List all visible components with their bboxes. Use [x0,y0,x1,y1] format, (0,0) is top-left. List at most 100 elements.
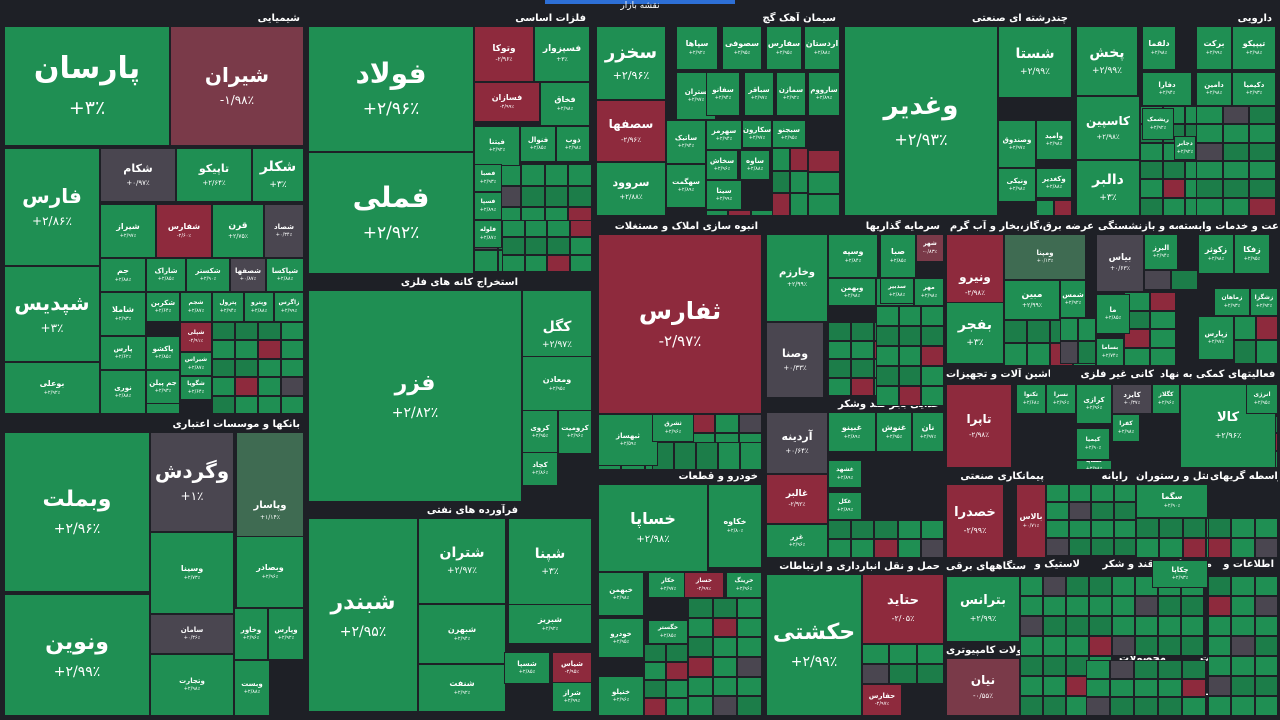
stock-tile[interactable]: شستا +۲/۹۹٪ [998,26,1072,98]
stock-tile-minor[interactable] [790,193,808,216]
stock-tile[interactable]: سارووم +۲/۸۹٪ [808,72,840,116]
stock-tile[interactable]: فخاق +۲/۹۸٪ [540,82,590,126]
stock-tile[interactable]: زاگرس +۲/۹۹٪ [274,292,304,322]
stock-tile-minor[interactable] [696,442,718,470]
stock-tile[interactable]: بوعلی +۲/۹۲٪ [4,362,100,414]
stock-tile-minor[interactable] [212,377,235,396]
stock-tile-minor[interactable] [1140,197,1163,216]
stock-tile-minor[interactable] [851,377,875,396]
stock-tile[interactable]: شفارس -۲/۶۰٪ [156,204,212,258]
stock-tile-minor[interactable] [1112,636,1135,656]
stock-tile[interactable]: ساتیک +۲/۹۴٪ [666,120,706,164]
stock-tile[interactable]: خصدرا -۲/۹۹٪ [946,484,1004,558]
stock-tile[interactable]: غشهد +۲/۸۹٪ [828,460,862,488]
stock-tile-minor[interactable] [1046,484,1069,502]
stock-tile-minor[interactable] [1046,520,1069,538]
stock-tile-minor[interactable] [1181,636,1204,656]
stock-tile-minor[interactable] [1254,576,1278,596]
stock-tile[interactable]: سصوفی +۲/۹۵٪ [722,26,762,70]
stock-tile[interactable]: سمازن +۲/۹۲٪ [776,72,806,116]
stock-tile-minor[interactable] [808,150,840,172]
stock-tile-minor[interactable] [1222,124,1250,143]
stock-tile[interactable]: صبا +۲/۸۵٪ [880,234,916,278]
stock-tile-minor[interactable] [1054,200,1072,216]
stock-tile-minor[interactable] [737,617,762,638]
stock-tile[interactable]: ومعادن +۲/۹۵٪ [522,356,592,412]
stock-tile-minor[interactable] [1144,270,1171,290]
stock-tile-minor[interactable] [1234,316,1256,340]
stock-tile[interactable]: اردستان +۲/۸۸٪ [804,26,840,70]
stock-tile-minor[interactable] [1256,340,1278,364]
stock-tile[interactable]: مهر +۲/۹۸٪ [914,278,944,306]
stock-tile-minor[interactable] [1068,484,1091,502]
stock-tile[interactable]: وپارس +۲/۹۲٪ [268,608,304,660]
stock-tile-minor[interactable] [738,414,762,433]
stock-tile-minor[interactable] [1110,660,1134,679]
stock-tile[interactable]: شیران -۱/۹۸٪ [170,26,304,146]
stock-tile-minor[interactable] [828,322,852,341]
stock-tile-minor[interactable] [1027,343,1050,366]
stock-tile[interactable]: چکاپا +۲/۹۳٪ [1152,560,1208,588]
stock-tile-minor[interactable] [921,386,944,406]
stock-tile-minor[interactable] [1249,142,1276,161]
stock-tile[interactable]: غبینو +۲/۸۹٪ [828,412,876,452]
stock-tile-minor[interactable] [1254,656,1278,676]
stock-tile[interactable]: کیمیا +۲/۹۰٪ [1076,428,1110,460]
stock-tile-minor[interactable] [1112,616,1135,636]
stock-tile[interactable]: فملی +۲/۹۲٪ [308,152,474,274]
stock-tile[interactable]: کایزد +۰/۳۷٪ [1112,384,1152,414]
stock-tile[interactable]: ثبهساز +۲/۵۹٪ [598,414,658,466]
stock-tile[interactable]: شبهرن +۲/۹۴٪ [418,604,506,664]
stock-tile[interactable]: سیتا +۲/۹۹٪ [706,180,742,210]
stock-tile-minor[interactable] [1060,341,1078,364]
stock-tile-minor[interactable] [688,676,713,697]
stock-tile-minor[interactable] [737,598,762,618]
stock-tile-minor[interactable] [920,520,944,539]
stock-tile-minor[interactable] [1004,343,1027,366]
stock-tile-minor[interactable] [851,520,875,539]
stock-tile-minor[interactable] [1020,656,1043,676]
stock-tile-minor[interactable] [1222,179,1250,198]
stock-tile-minor[interactable] [666,662,688,680]
stock-tile[interactable]: وبصادر +۲/۹۶٪ [236,536,304,608]
stock-tile[interactable]: نیان -۰/۵۵٪ [946,658,1020,716]
stock-tile-minor[interactable] [524,237,547,255]
stock-tile-minor[interactable] [688,696,713,716]
stock-tile-minor[interactable] [862,664,890,684]
stock-tile[interactable]: وسپه +۲/۸۴٪ [828,234,878,278]
stock-tile-minor[interactable] [1196,142,1223,161]
stock-tile[interactable]: خساز -۲/۹۹٪ [684,572,724,598]
stock-tile-minor[interactable] [1158,616,1181,636]
stock-tile-minor[interactable] [876,386,899,406]
stock-tile-minor[interactable] [851,359,875,378]
stock-tile[interactable]: فنوال +۲/۸۵٪ [520,126,556,162]
stock-tile[interactable]: فصبا +۲/۹۳٪ [474,164,502,192]
stock-tile[interactable]: زفکا +۲/۹۵٪ [1234,234,1270,274]
stock-tile[interactable]: برکت +۲/۹۹٪ [1196,26,1232,70]
stock-tile-minor[interactable] [212,322,235,341]
stock-tile-minor[interactable] [1134,660,1158,679]
stock-tile-minor[interactable] [644,680,666,698]
stock-tile-minor[interactable] [502,220,525,238]
stock-tile[interactable]: سامان +۰/۳۶٪ [150,614,234,654]
stock-tile[interactable]: قرن +۲/۷۵٪ [212,204,264,258]
stock-tile-minor[interactable] [1158,596,1181,616]
stock-tile-minor[interactable] [921,326,944,346]
stock-tile-minor[interactable] [737,696,762,716]
stock-tile-minor[interactable] [1231,538,1255,558]
stock-tile[interactable]: نسرا +۲/۹۶٪ [1046,384,1076,414]
stock-tile-minor[interactable] [1158,697,1182,716]
stock-tile[interactable]: کساپا +۲/۹۸٪ [1076,460,1112,470]
stock-tile-minor[interactable] [281,358,304,378]
stock-tile-minor[interactable] [712,657,738,677]
stock-tile-minor[interactable] [1222,142,1250,161]
stock-tile[interactable]: انرژی +۲/۹۵٪ [1246,384,1278,414]
stock-tile-minor[interactable] [718,442,740,470]
stock-tile[interactable]: سکارون +۲/۹۷٪ [742,120,772,148]
stock-tile-minor[interactable] [874,539,898,558]
stock-tile[interactable]: بیاس +۰/۶۳٪ [1096,234,1144,292]
stock-tile-minor[interactable] [921,346,944,366]
stock-tile[interactable]: بساما +۲/۷۴٪ [1096,338,1124,366]
stock-tile-minor[interactable] [1222,197,1250,216]
stock-tile-minor[interactable] [808,194,840,216]
